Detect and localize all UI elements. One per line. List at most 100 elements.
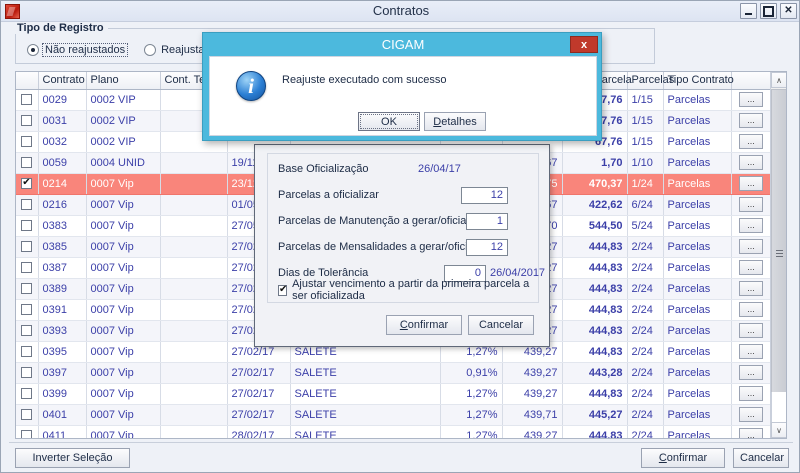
row-checkbox[interactable] (21, 220, 33, 232)
row-checkbox[interactable] (21, 430, 33, 438)
row-checkbox[interactable] (21, 177, 33, 190)
row-checkbox-cell[interactable] (16, 89, 39, 111)
row-action-cell[interactable]: ... (731, 215, 772, 237)
row-details-button[interactable]: ... (739, 302, 763, 317)
table-row[interactable]: 0411 0007 Vip 28/02/17 SALETE 1,27% 439,27 444… (16, 425, 772, 438)
row-checkbox[interactable] (21, 388, 33, 400)
row-checkbox-cell[interactable] (16, 362, 39, 384)
parcelas-oficializar-input[interactable]: 12 (461, 187, 508, 204)
row-details-button[interactable]: ... (739, 323, 763, 338)
row-action-cell[interactable]: ... (731, 257, 772, 279)
row-details-button[interactable]: ... (739, 281, 763, 296)
row-details-button[interactable]: ... (739, 239, 763, 254)
row-details-button[interactable]: ... (739, 92, 763, 107)
row-checkbox-cell[interactable] (16, 341, 39, 363)
radio-nao-reajustados[interactable]: Não reajustados (27, 43, 129, 57)
confirm-button[interactable]: Confirmar (641, 448, 725, 468)
row-action-cell[interactable]: ... (731, 131, 772, 153)
vertical-scrollbar[interactable]: ∧ ∨ (770, 72, 786, 438)
row-checkbox-cell[interactable] (16, 404, 39, 426)
row-details-button[interactable]: ... (739, 344, 763, 359)
ajustar-vencimento-label: Ajustar vencimento a partir da primeira … (292, 278, 530, 302)
dialog-ok-button[interactable]: OK (358, 112, 420, 131)
row-checkbox-cell[interactable] (16, 152, 39, 174)
row-details-button[interactable]: ... (739, 386, 763, 401)
maximize-button[interactable] (760, 3, 777, 19)
col-contrato[interactable]: Contrato (38, 72, 87, 90)
row-action-cell[interactable]: ... (731, 152, 772, 174)
col-parcelas[interactable]: Parcelas (627, 72, 674, 90)
row-action-cell[interactable]: ... (731, 362, 772, 384)
row-action-cell[interactable]: ... (731, 299, 772, 321)
row-checkbox-cell[interactable] (16, 173, 39, 195)
row-action-cell[interactable]: ... (731, 278, 772, 300)
row-action-cell[interactable]: ... (731, 341, 772, 363)
row-details-button[interactable]: ... (739, 134, 763, 149)
row-checkbox-cell[interactable] (16, 215, 39, 237)
row-checkbox[interactable] (21, 94, 33, 106)
ajustar-vencimento-checkbox[interactable] (278, 284, 287, 296)
col-tipo-contrato[interactable]: Tipo Contrato (663, 72, 734, 90)
row-checkbox[interactable] (21, 346, 33, 358)
close-icon[interactable]: ✕ (780, 3, 797, 19)
row-checkbox[interactable] (21, 199, 33, 211)
mensalidades-input[interactable]: 12 (466, 239, 508, 256)
panel-cancelar-button[interactable]: Cancelar (468, 315, 534, 335)
scrollbar-thumb[interactable] (771, 89, 786, 419)
row-action-cell[interactable]: ... (731, 194, 772, 216)
dialog-details-button[interactable]: Detalhes (424, 112, 486, 131)
minimize-button[interactable] (740, 3, 757, 19)
row-checkbox[interactable] (21, 283, 33, 295)
row-details-button[interactable]: ... (739, 365, 763, 380)
dialog-close-icon[interactable]: x (570, 36, 598, 53)
row-action-cell[interactable]: ... (731, 383, 772, 405)
scroll-down-icon[interactable]: ∨ (771, 422, 786, 438)
row-details-button[interactable]: ... (739, 428, 763, 438)
row-action-cell[interactable]: ... (731, 173, 772, 195)
row-checkbox-cell[interactable] (16, 278, 39, 300)
scroll-up-icon[interactable]: ∧ (771, 72, 786, 88)
row-checkbox[interactable] (21, 262, 33, 274)
row-action-cell[interactable]: ... (731, 236, 772, 258)
row-details-button[interactable]: ... (739, 260, 763, 275)
row-checkbox[interactable] (21, 136, 33, 148)
row-details-button[interactable]: ... (739, 155, 763, 170)
row-checkbox-cell[interactable] (16, 257, 39, 279)
cancel-button[interactable]: Cancelar (733, 448, 789, 468)
table-row[interactable]: 0401 0007 Vip 27/02/17 SALETE 1,27% 439,71 445… (16, 404, 772, 426)
row-details-button[interactable]: ... (739, 218, 763, 233)
row-checkbox[interactable] (21, 325, 33, 337)
row-checkbox-cell[interactable] (16, 383, 39, 405)
table-row[interactable]: 0397 0007 Vip 27/02/17 SALETE 0,91% 439,27 443… (16, 362, 772, 384)
row-checkbox[interactable] (21, 409, 33, 421)
row-action-cell[interactable]: ... (731, 320, 772, 342)
row-checkbox-cell[interactable] (16, 320, 39, 342)
row-checkbox[interactable] (21, 367, 33, 379)
panel-confirmar-button[interactable]: Confirmar (386, 315, 462, 335)
row-checkbox-cell[interactable] (16, 299, 39, 321)
row-action-cell[interactable]: ... (731, 404, 772, 426)
row-details-button[interactable]: ... (739, 197, 763, 212)
tolerancia-input[interactable]: 0 (444, 265, 486, 282)
col-check[interactable] (16, 72, 39, 90)
row-details-button[interactable]: ... (739, 407, 763, 422)
ajustar-vencimento-row[interactable]: Ajustar vencimento a partir da primeira … (278, 278, 538, 302)
row-action-cell[interactable]: ... (731, 110, 772, 132)
row-action-cell[interactable]: ... (731, 425, 772, 438)
row-checkbox[interactable] (21, 115, 33, 127)
row-checkbox-cell[interactable] (16, 131, 39, 153)
table-row[interactable]: 0399 0007 Vip 27/02/17 SALETE 1,27% 439,27 444… (16, 383, 772, 405)
row-checkbox-cell[interactable] (16, 194, 39, 216)
row-checkbox[interactable] (21, 304, 33, 316)
manutencao-input[interactable]: 1 (466, 213, 508, 230)
row-checkbox[interactable] (21, 157, 33, 169)
row-details-button[interactable]: ... (739, 113, 763, 128)
row-checkbox[interactable] (21, 241, 33, 253)
invert-selection-button[interactable]: Inverter Seleção (15, 448, 130, 468)
row-details-button[interactable]: ... (739, 176, 763, 191)
row-checkbox-cell[interactable] (16, 236, 39, 258)
row-checkbox-cell[interactable] (16, 110, 39, 132)
row-checkbox-cell[interactable] (16, 425, 39, 438)
col-plano[interactable]: Plano (86, 72, 161, 90)
row-action-cell[interactable]: ... (731, 89, 772, 111)
